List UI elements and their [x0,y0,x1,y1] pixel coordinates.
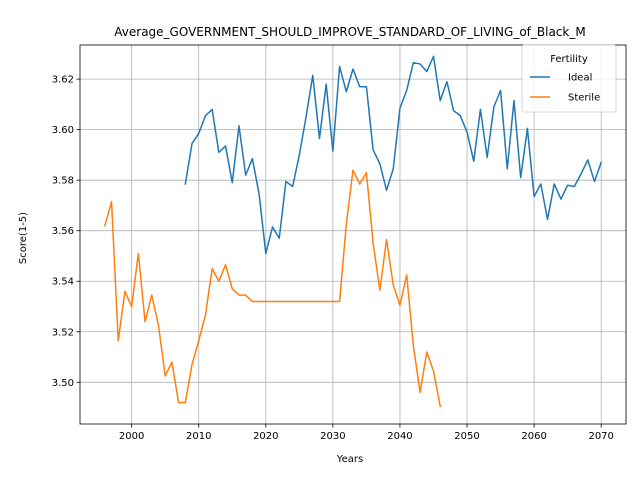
y-tick-label: 3.58 [52,176,74,187]
x-axis-ticks: 2000 2010 2020 2030 2040 2050 2060 2070 [119,424,614,442]
legend-label-sterile: Sterile [568,93,600,104]
legend-title: Fertility [550,54,588,65]
y-tick-label: 3.54 [52,277,74,288]
y-axis-label: Score(1-5) [18,212,29,264]
chart-title: Average_GOVERNMENT_SHOULD_IMPROVE_STANDA… [114,25,585,39]
x-tick-label: 2060 [521,431,546,442]
series-line-sterile [103,169,442,408]
legend: Fertility Ideal Sterile [521,44,617,113]
x-tick-label: 2050 [454,431,479,442]
legend-label-ideal: Ideal [568,73,592,84]
series-line-ideal [184,55,603,255]
y-tick-label: 3.60 [52,125,74,136]
plot-frame [79,44,627,425]
y-tick-label: 3.62 [52,75,74,86]
x-axis-label: Years [336,454,363,465]
x-tick-label: 2070 [588,431,613,442]
x-tick-label: 2020 [253,431,278,442]
legend-items: Ideal Sterile [530,73,600,104]
series-lines [103,55,603,408]
y-axis-ticks: 3.50 3.52 3.54 3.56 3.58 3.60 3.62 [52,75,80,389]
y-tick-label: 3.56 [52,226,74,237]
y-tick-label: 3.50 [52,378,74,389]
y-tick-label: 3.52 [52,327,74,338]
legend-box [521,44,617,113]
x-tick-label: 2030 [320,431,345,442]
x-tick-label: 2040 [387,431,412,442]
x-tick-label: 2010 [186,431,211,442]
x-tick-label: 2000 [119,431,144,442]
